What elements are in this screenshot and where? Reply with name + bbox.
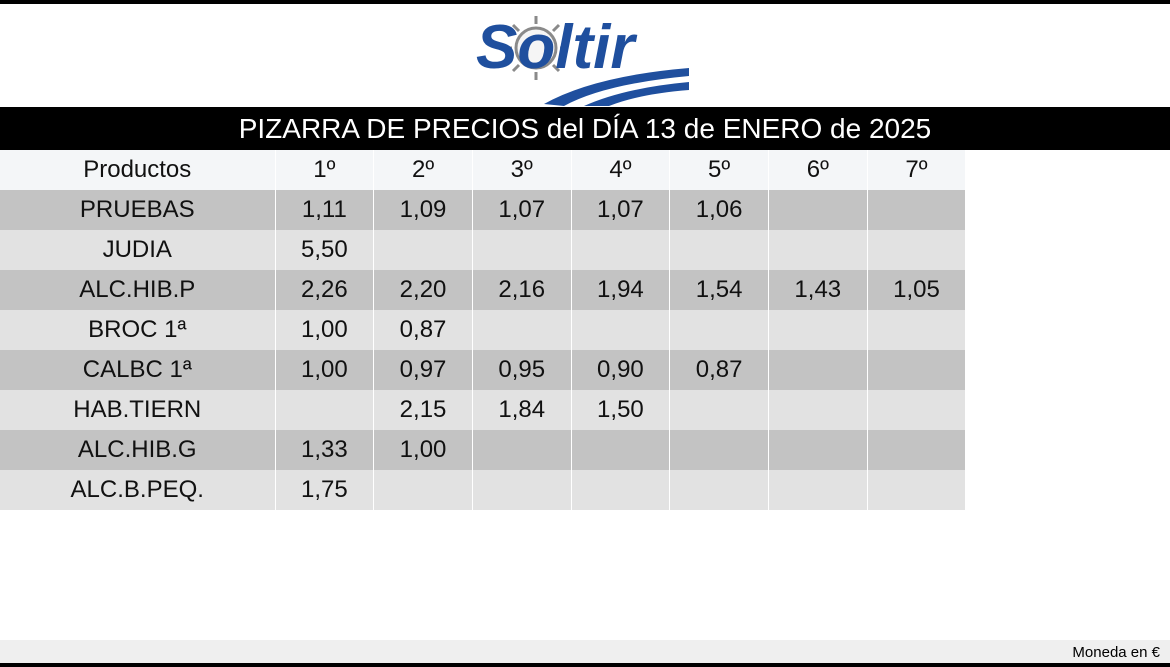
header-cell: 3º [472, 150, 572, 190]
price-cell [867, 350, 967, 390]
price-cell [669, 230, 769, 270]
price-cell [472, 430, 572, 470]
logo-text: Soltir [476, 13, 637, 82]
price-cell [669, 390, 769, 430]
price-cell [768, 390, 868, 430]
price-cell: 1,00 [275, 310, 375, 350]
price-cell: 1,54 [669, 270, 769, 310]
price-cell: 5,50 [275, 230, 375, 270]
product-name-cell: ALC.HIB.G [0, 430, 276, 470]
bottom-border [0, 663, 1170, 667]
product-name-cell: ALC.B.PEQ. [0, 470, 276, 510]
price-table: Productos 1º 2º 3º 4º 5º 6º 7º PRUEBAS 1,… [0, 150, 967, 510]
price-cell [373, 470, 473, 510]
price-cell: 1,07 [571, 190, 671, 230]
price-cell: 2,16 [472, 270, 572, 310]
header-cell: 6º [768, 150, 868, 190]
price-cell [768, 190, 868, 230]
price-cell [867, 470, 967, 510]
price-cell [373, 230, 473, 270]
price-cell: 1,43 [768, 270, 868, 310]
price-cell: 2,15 [373, 390, 473, 430]
price-cell: 1,94 [571, 270, 671, 310]
product-name-cell: PRUEBAS [0, 190, 276, 230]
price-cell [768, 430, 868, 470]
product-name-cell: CALBC 1ª [0, 350, 276, 390]
header-cell: 1º [275, 150, 375, 190]
price-cell [571, 310, 671, 350]
table-row: CALBC 1ª 1,00 0,97 0,95 0,90 0,87 [0, 350, 967, 390]
price-cell: 1,00 [275, 350, 375, 390]
header-cell: Productos [0, 150, 276, 190]
price-cell [867, 430, 967, 470]
price-cell: 2,20 [373, 270, 473, 310]
header-cell: 5º [669, 150, 769, 190]
price-cell [669, 430, 769, 470]
footer: Moneda en € [0, 640, 1170, 663]
product-name-cell: JUDIA [0, 230, 276, 270]
price-cell: 1,33 [275, 430, 375, 470]
price-cell: 0,97 [373, 350, 473, 390]
table-row: ALC.HIB.P 2,26 2,20 2,16 1,94 1,54 1,43 1,05 [0, 270, 967, 310]
price-cell: 0,87 [669, 350, 769, 390]
table-row: JUDIA 5,50 [0, 230, 967, 270]
product-name-cell: ALC.HIB.P [0, 270, 276, 310]
price-cell: 0,95 [472, 350, 572, 390]
price-cell [867, 310, 967, 350]
price-cell [472, 470, 572, 510]
price-cell: 1,06 [669, 190, 769, 230]
price-cell [867, 190, 967, 230]
price-cell [571, 430, 671, 470]
price-cell: 1,07 [472, 190, 572, 230]
table-row: PRUEBAS 1,11 1,09 1,07 1,07 1,06 [0, 190, 967, 230]
price-cell: 1,75 [275, 470, 375, 510]
price-cell [768, 310, 868, 350]
price-cell: 1,00 [373, 430, 473, 470]
header-cell: 4º [571, 150, 671, 190]
price-cell: 1,05 [867, 270, 967, 310]
price-cell [275, 390, 375, 430]
price-cell [472, 230, 572, 270]
price-cell [768, 230, 868, 270]
top-border [0, 0, 1170, 4]
sun-icon [504, 16, 568, 80]
header-cell: 2º [373, 150, 473, 190]
table-header-row: Productos 1º 2º 3º 4º 5º 6º 7º [0, 150, 967, 190]
price-cell [768, 470, 868, 510]
product-name-cell: BROC 1ª [0, 310, 276, 350]
price-cell: 0,90 [571, 350, 671, 390]
price-cell: 1,50 [571, 390, 671, 430]
table-row: ALC.HIB.G 1,33 1,00 [0, 430, 967, 470]
price-cell [472, 310, 572, 350]
price-cell [867, 390, 967, 430]
product-name-cell: HAB.TIERN [0, 390, 276, 430]
price-cell [768, 350, 868, 390]
price-cell: 2,26 [275, 270, 375, 310]
header-cell: 7º [867, 150, 967, 190]
page-title: PIZARRA DE PRECIOS del DÍA 13 de ENERO d… [0, 107, 1170, 150]
soltir-logo: Soltir [476, 13, 689, 106]
price-cell: 1,11 [275, 190, 375, 230]
table-row: HAB.TIERN 2,15 1,84 1,50 [0, 390, 967, 430]
price-cell: 1,09 [373, 190, 473, 230]
price-cell [571, 470, 671, 510]
price-cell [867, 230, 967, 270]
price-cell [571, 230, 671, 270]
table-row: BROC 1ª 1,00 0,87 [0, 310, 967, 350]
price-cell [669, 470, 769, 510]
price-cell [669, 310, 769, 350]
table-row: ALC.B.PEQ. 1,75 [0, 470, 967, 510]
price-cell: 1,84 [472, 390, 572, 430]
price-cell: 0,87 [373, 310, 473, 350]
currency-note: Moneda en € [1072, 644, 1160, 661]
